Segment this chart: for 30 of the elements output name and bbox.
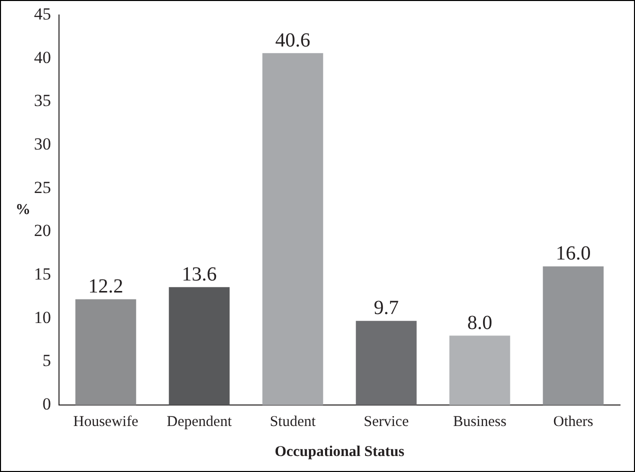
y-tick-label: 45 <box>34 4 51 24</box>
bar <box>449 336 510 405</box>
bar <box>262 53 324 405</box>
data-label: 40.6 <box>275 29 310 52</box>
bar <box>75 299 136 405</box>
bar <box>542 266 604 405</box>
x-tick-label: Service <box>364 414 410 430</box>
y-tick-label: 0 <box>42 394 51 414</box>
y-tick-label: 10 <box>34 308 51 327</box>
bar <box>168 287 230 405</box>
y-axis-title: % <box>16 202 30 218</box>
data-label: 9.7 <box>374 297 399 320</box>
x-axis-title: Occupational Status <box>274 444 404 460</box>
y-tick-label: 40 <box>34 48 51 67</box>
x-tick-label: Student <box>270 414 316 430</box>
x-tick-label: Housewife <box>73 414 139 430</box>
y-tick-label: 20 <box>34 221 51 240</box>
x-tick-label: Dependent <box>166 414 233 430</box>
y-tick-label: 5 <box>42 351 51 370</box>
data-label: 16.0 <box>556 242 591 265</box>
x-tick-label: Business <box>453 414 507 430</box>
data-label: 12.2 <box>88 276 124 298</box>
y-tick-label: 25 <box>34 178 51 197</box>
y-tick-label: 15 <box>34 264 51 284</box>
data-label: 8.0 <box>467 312 492 334</box>
x-tick-label: Others <box>553 414 594 430</box>
data-label: 13.6 <box>182 263 217 286</box>
bar <box>356 320 417 405</box>
y-tick-label: 30 <box>34 134 51 154</box>
y-tick-label: 35 <box>34 91 51 110</box>
